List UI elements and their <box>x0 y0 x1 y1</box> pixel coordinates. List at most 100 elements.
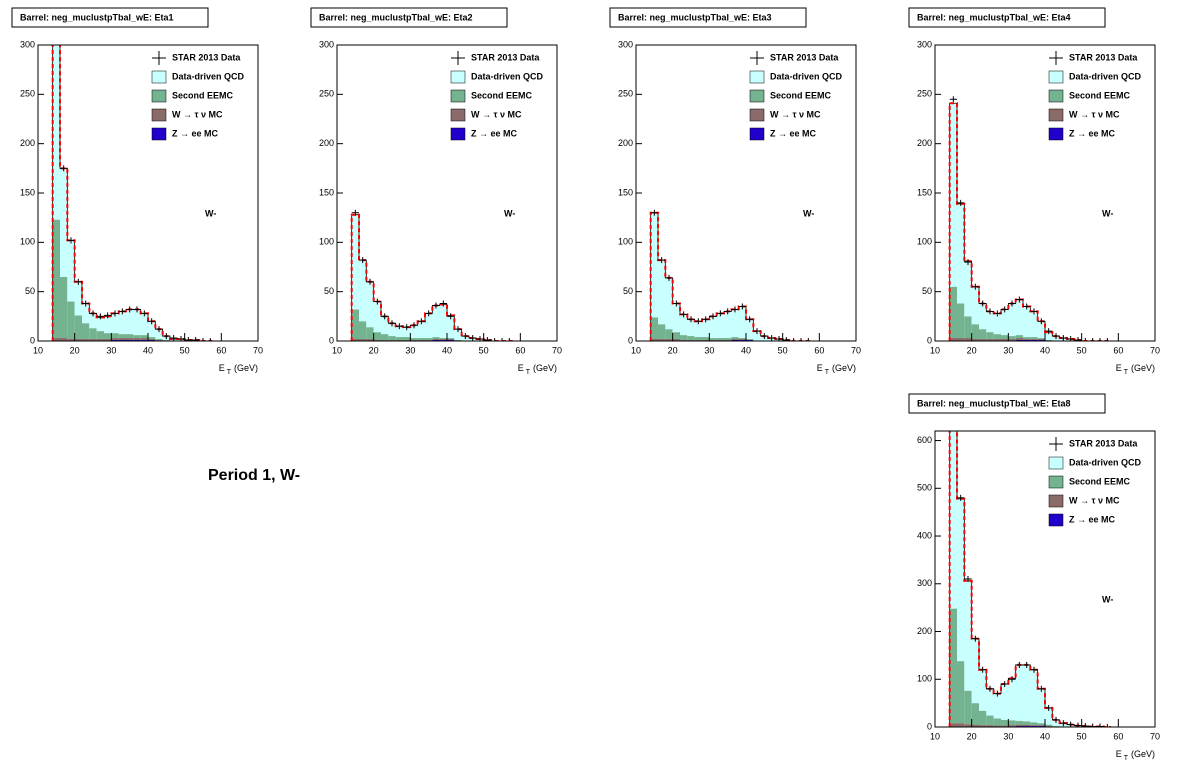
y-tick-label: 200 <box>917 138 932 148</box>
bar <box>673 332 680 339</box>
bar <box>950 386 957 609</box>
bar <box>60 168 67 277</box>
legend-label: Data-driven QCD <box>172 71 245 81</box>
bar <box>97 317 104 331</box>
y-tick-label: 250 <box>917 89 932 99</box>
bar <box>651 317 658 339</box>
chart-title: Barrel: neg_muclustpTbal_wE: Eta2 <box>319 12 473 22</box>
x-axis-label-part: T <box>1124 369 1129 376</box>
legend-swatch <box>451 71 465 83</box>
bar <box>53 0 60 220</box>
x-tick-label: 40 <box>741 345 751 355</box>
y-tick-label: 100 <box>917 674 932 684</box>
bar <box>119 311 126 334</box>
legend-label: Z → ee MC <box>471 128 518 138</box>
bar <box>1016 335 1023 338</box>
bar <box>1008 304 1015 337</box>
bar <box>352 215 359 310</box>
bar <box>1030 311 1037 337</box>
legend-label: W → τ ν MC <box>471 109 522 119</box>
bar <box>665 278 672 329</box>
bar <box>374 332 381 340</box>
bar <box>1030 722 1037 725</box>
legend-label: STAR 2013 Data <box>172 52 241 62</box>
bar <box>709 338 716 340</box>
x-axis-label-part: E <box>1116 749 1122 759</box>
bar <box>104 333 111 339</box>
legend-swatch <box>1049 90 1063 102</box>
bar <box>111 333 118 338</box>
legend-swatch <box>1049 457 1063 469</box>
bar <box>957 304 964 339</box>
bar <box>403 337 410 340</box>
legend-label: STAR 2013 Data <box>1069 52 1138 62</box>
x-axis-label-part: (GeV) <box>1131 749 1155 759</box>
x-tick-label: 50 <box>479 345 489 355</box>
y-tick-label: 0 <box>329 335 334 345</box>
bar <box>381 334 388 340</box>
bar <box>979 711 986 725</box>
bar <box>119 338 126 340</box>
bar <box>1030 670 1037 723</box>
bar <box>658 324 665 339</box>
bar <box>994 313 1001 334</box>
y-tick-label: 150 <box>618 187 633 197</box>
bar <box>447 339 454 340</box>
bar <box>432 305 439 337</box>
y-tick-label: 50 <box>623 286 633 296</box>
legend-swatch <box>451 128 465 140</box>
bar <box>950 609 957 724</box>
legend-swatch <box>152 128 166 140</box>
x-tick-label: 20 <box>967 731 977 741</box>
bar <box>687 336 694 340</box>
y-tick-label: 0 <box>927 335 932 345</box>
y-tick-label: 600 <box>917 435 932 445</box>
bar <box>75 282 82 316</box>
annotation: W- <box>803 208 814 218</box>
x-tick-label: 20 <box>70 345 80 355</box>
y-tick-label: 50 <box>25 286 35 296</box>
y-tick-label: 150 <box>319 187 334 197</box>
bar <box>141 335 148 338</box>
x-axis-label-part: T <box>825 369 830 376</box>
y-tick-label: 300 <box>20 39 35 49</box>
bar <box>440 339 447 340</box>
bar <box>994 694 1001 719</box>
legend-label: Second EEMC <box>471 90 533 100</box>
x-tick-label: 10 <box>33 345 43 355</box>
bar <box>1016 721 1023 725</box>
annotation: W- <box>205 208 216 218</box>
x-tick-label: 30 <box>405 345 415 355</box>
legend-label: STAR 2013 Data <box>471 52 540 62</box>
bar <box>739 338 746 339</box>
bar <box>986 689 993 716</box>
bar <box>111 338 118 340</box>
bar <box>1023 725 1030 726</box>
x-axis-label-part: T <box>227 369 232 376</box>
x-tick-label: 70 <box>253 345 263 355</box>
bar <box>126 334 133 338</box>
bar <box>133 309 140 335</box>
bar <box>359 260 366 321</box>
y-tick-label: 100 <box>319 237 334 247</box>
bar <box>1030 725 1037 726</box>
x-tick-label: 30 <box>1003 345 1013 355</box>
bar <box>979 329 986 339</box>
legend-swatch <box>1049 495 1063 507</box>
bar <box>1001 309 1008 335</box>
bar <box>366 282 373 327</box>
y-tick-label: 200 <box>319 138 334 148</box>
y-tick-label: 0 <box>927 721 932 731</box>
bar <box>1023 339 1030 340</box>
chart-title: Barrel: neg_muclustpTbal_wE: Eta8 <box>917 398 1071 408</box>
x-tick-label: 40 <box>1040 345 1050 355</box>
bar <box>957 723 964 727</box>
bar <box>680 314 687 335</box>
bar <box>388 336 395 340</box>
x-tick-label: 10 <box>631 345 641 355</box>
bar <box>1008 336 1015 339</box>
bar <box>950 287 957 338</box>
x-axis-label-part: (GeV) <box>832 363 856 373</box>
